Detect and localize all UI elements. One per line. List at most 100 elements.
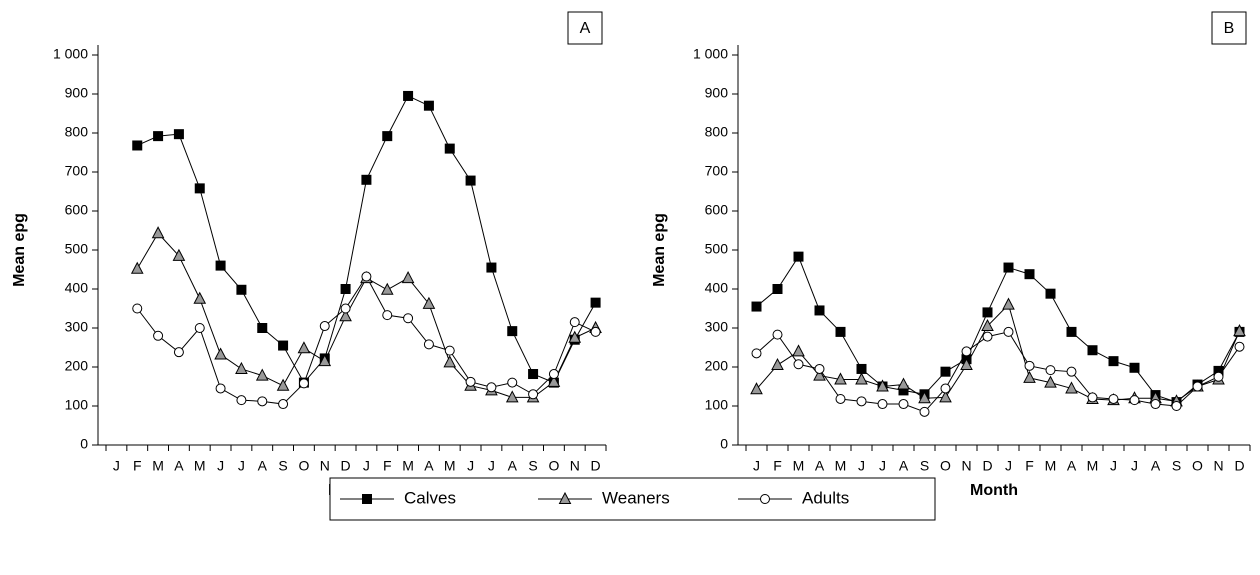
marker: [486, 262, 497, 273]
y-tick-label: 0: [80, 436, 88, 452]
y-tick-label: 0: [720, 436, 728, 452]
marker: [1066, 326, 1077, 337]
marker: [1066, 366, 1077, 377]
x-tick-label: M: [835, 458, 847, 474]
marker: [214, 347, 227, 360]
marker: [130, 261, 144, 274]
marker: [507, 326, 518, 337]
marker: [319, 321, 330, 332]
marker: [1213, 371, 1224, 382]
y-tick-label: 600: [65, 202, 89, 218]
marker: [1150, 399, 1161, 410]
x-tick-label: A: [258, 458, 268, 474]
x-tick-label: M: [194, 458, 206, 474]
x-tick-label: S: [1172, 458, 1181, 474]
y-tick-label: 200: [705, 358, 729, 374]
x-tick-label: J: [363, 458, 370, 474]
panel-label: B: [1224, 20, 1235, 37]
marker: [172, 248, 186, 261]
x-tick-label: F: [133, 458, 142, 474]
marker: [919, 406, 930, 417]
x-tick-label: M: [793, 458, 805, 474]
marker: [382, 310, 393, 321]
y-tick-label: 900: [65, 85, 89, 101]
y-tick-label: 700: [705, 163, 729, 179]
marker: [340, 284, 351, 294]
y-tick-label: 100: [705, 397, 729, 413]
x-tick-label: S: [278, 458, 287, 474]
marker: [1171, 401, 1182, 411]
x-tick-label: F: [383, 458, 392, 474]
x-tick-label: J: [1005, 458, 1012, 474]
marker: [982, 331, 993, 342]
x-tick-label: J: [1110, 458, 1117, 474]
marker: [132, 140, 143, 151]
marker: [507, 377, 518, 388]
marker: [548, 369, 559, 380]
marker: [1233, 324, 1246, 337]
x-tick-label: J: [858, 458, 865, 474]
y-tick-label: 200: [65, 358, 89, 374]
marker: [403, 313, 414, 324]
marker: [1108, 393, 1119, 404]
marker: [401, 271, 415, 284]
marker: [361, 271, 372, 282]
marker: [1108, 356, 1119, 367]
legend-label: Weaners: [602, 488, 670, 507]
marker: [465, 376, 476, 387]
y-tick-label: 1 000: [53, 46, 88, 62]
marker: [151, 226, 165, 239]
marker: [1192, 381, 1203, 392]
marker: [380, 282, 394, 295]
x-tick-label: M: [152, 458, 164, 474]
marker: [340, 303, 351, 314]
marker: [132, 303, 143, 314]
marker: [486, 382, 497, 393]
marker: [940, 383, 951, 394]
y-tick-label: 900: [705, 85, 729, 101]
marker: [194, 183, 205, 194]
x-tick-label: D: [591, 458, 601, 474]
marker: [173, 347, 184, 358]
x-tick-label: J: [488, 458, 495, 474]
x-tick-label: M: [402, 458, 414, 474]
marker: [897, 377, 910, 390]
marker: [403, 90, 414, 101]
marker: [982, 307, 993, 318]
marker: [423, 339, 434, 350]
y-tick-label: 1 000: [693, 46, 728, 62]
x-tick-label: J: [1131, 458, 1138, 474]
x-tick-label: F: [1025, 458, 1034, 474]
marker: [444, 345, 455, 356]
marker: [918, 391, 931, 404]
marker: [960, 357, 973, 371]
marker: [590, 326, 601, 337]
marker: [505, 390, 519, 403]
marker: [423, 100, 434, 111]
marker: [255, 368, 269, 381]
x-tick-label: N: [320, 458, 330, 474]
marker: [173, 129, 184, 140]
marker: [318, 354, 332, 367]
y-tick-label: 300: [705, 319, 729, 335]
marker: [939, 390, 952, 403]
x-tick-label: J: [879, 458, 886, 474]
legend-box: [329, 477, 936, 521]
x-tick-label: J: [217, 458, 224, 474]
marker: [835, 393, 846, 404]
legend-label: Adults: [802, 488, 849, 507]
marker: [750, 382, 763, 395]
x-tick-label: A: [815, 458, 825, 474]
marker: [1024, 360, 1035, 371]
marker: [278, 340, 289, 351]
series-line: [136, 232, 596, 398]
marker: [856, 363, 867, 374]
marker: [1087, 392, 1098, 403]
marker: [443, 355, 457, 368]
y-axis-title: Mean epg: [651, 213, 668, 287]
x-tick-label: D: [341, 458, 351, 474]
marker: [194, 323, 205, 333]
marker: [1045, 365, 1056, 376]
x-tick-label: J: [113, 458, 120, 474]
